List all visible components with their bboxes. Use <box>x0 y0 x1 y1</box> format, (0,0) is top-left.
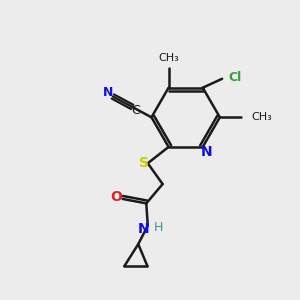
Text: O: O <box>110 190 122 204</box>
Text: S: S <box>139 156 149 170</box>
Text: H: H <box>154 221 163 234</box>
Text: CH₃: CH₃ <box>158 53 179 63</box>
Text: C: C <box>131 104 140 117</box>
Text: Cl: Cl <box>228 71 241 84</box>
Text: N: N <box>200 145 212 159</box>
Text: N: N <box>137 222 149 236</box>
Text: CH₃: CH₃ <box>251 112 272 122</box>
Text: N: N <box>103 86 114 99</box>
